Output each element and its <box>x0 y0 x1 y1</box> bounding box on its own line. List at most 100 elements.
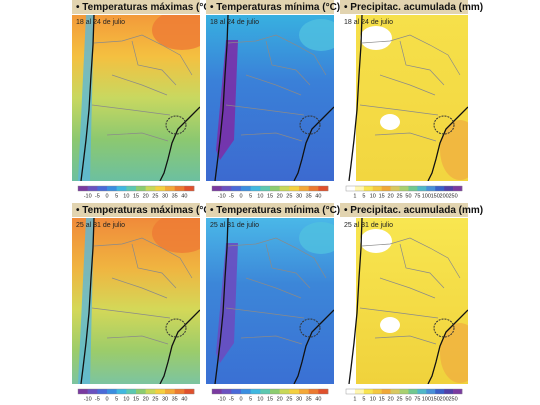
colorbar-segment <box>354 186 365 191</box>
colorbar-segment <box>155 389 166 394</box>
colorbar-label: 20 <box>143 193 149 199</box>
map-panel: • Precipitac. acumulada (mm) 18 al 24 de … <box>340 0 483 199</box>
dry-patch <box>360 26 392 50</box>
colorbar-frame <box>77 388 195 395</box>
colorbar-segment <box>97 186 108 191</box>
colorbar-segment <box>346 389 356 394</box>
map-panel: • Temperaturas mínima (°C) 25 al 31 de ju… <box>206 203 340 402</box>
colorbar-segment <box>417 186 427 191</box>
map-panel: • Temperaturas máximas (°C) 25 al 31 de j… <box>72 203 214 402</box>
outlines <box>348 218 468 384</box>
colorbar-label: 20 <box>143 396 149 402</box>
colorbar-frame <box>345 388 463 395</box>
colorbar-segment <box>390 389 400 394</box>
map-area <box>72 218 200 384</box>
colorbar-segment <box>184 389 195 394</box>
outlines <box>214 15 334 181</box>
colorbar-label: 20 <box>277 193 283 199</box>
borders <box>225 237 327 345</box>
colorbar-label: 10 <box>257 396 263 402</box>
colorbar-segment <box>399 186 409 191</box>
panel-title: • Precipitac. acumulada (mm) <box>344 2 483 13</box>
uruguay <box>299 318 321 338</box>
colorbar-segment <box>250 389 261 394</box>
colorbar-label: -5 <box>95 396 100 402</box>
panel-header <box>72 0 200 14</box>
colorbar-label: 0 <box>239 396 242 402</box>
colorbar-label: 30 <box>162 396 168 402</box>
colorbar-segment <box>78 186 88 191</box>
dry-patch <box>360 229 392 253</box>
outlines <box>80 15 200 181</box>
colorbar-segment <box>136 389 146 394</box>
colorbar-segment <box>165 389 175 394</box>
panel-header <box>340 0 468 14</box>
colorbar-label: 50 <box>405 193 411 199</box>
colorbar-label: 10 <box>123 396 129 402</box>
colorbar-label: 250 <box>448 396 457 402</box>
colorbar-segment <box>289 186 300 191</box>
colorbar-label: -10 <box>218 193 226 199</box>
colorbar-segment <box>372 186 382 191</box>
colorbar-label: 50 <box>405 396 411 402</box>
colorbar-label: 0 <box>105 193 108 199</box>
borders <box>359 237 461 345</box>
uruguay <box>299 115 321 135</box>
colorbar-segment <box>145 186 156 191</box>
colorbar-label: 15 <box>379 396 385 402</box>
colorbar-label: -5 <box>229 396 234 402</box>
colorbar-label: 15 <box>133 396 139 402</box>
colorbar-segment <box>299 389 309 394</box>
map-area <box>206 218 334 384</box>
colorbar-label: 40 <box>181 396 187 402</box>
wet-area <box>440 323 468 383</box>
coast <box>80 218 95 384</box>
panel-date: 25 al 31 de julio <box>76 222 125 229</box>
ocean-white <box>340 218 356 384</box>
map-panel: • Precipitac. acumulada (mm) 25 al 31 de … <box>340 203 483 402</box>
colorbar-label: -5 <box>95 193 100 199</box>
colorbar-segment <box>308 186 319 191</box>
colorbar-segment <box>212 389 222 394</box>
colorbar-label: 30 <box>296 396 302 402</box>
panel-title: • Precipitac. acumulada (mm) <box>344 205 483 216</box>
colorbar-label: 25 <box>152 193 158 199</box>
dry-patch <box>380 317 400 333</box>
colorbar-label: 5 <box>362 396 365 402</box>
coast <box>293 309 334 384</box>
colorbar-segment <box>174 186 185 191</box>
map-area <box>206 15 334 181</box>
colorbar-label: -5 <box>229 193 234 199</box>
mild-area <box>299 19 334 51</box>
colorbar-label: 35 <box>306 193 312 199</box>
colorbar-segment <box>165 186 175 191</box>
outlines <box>348 15 468 181</box>
colorbar-segment <box>289 389 300 394</box>
coast <box>427 309 468 384</box>
colorbar-label: 35 <box>306 396 312 402</box>
colorbar-label: 20 <box>277 396 283 402</box>
colorbar-label: 100 <box>422 193 431 199</box>
panel-title: • Temperaturas mínima (°C) <box>210 2 340 13</box>
colorbar-segment <box>372 389 382 394</box>
colorbar-segment <box>426 389 436 394</box>
colorbar-segment <box>145 389 156 394</box>
colorbar-label: 150 <box>431 193 440 199</box>
colorbar-label: 5 <box>362 193 365 199</box>
colorbar-label: 40 <box>315 193 321 199</box>
colorbar-segment <box>381 186 391 191</box>
coast <box>159 309 200 384</box>
colorbar-label: 100 <box>422 396 431 402</box>
colorbar-segment <box>453 186 463 191</box>
colorbar-label: 10 <box>257 193 263 199</box>
colorbar-label: 15 <box>379 193 385 199</box>
colorbar-label: 0 <box>239 193 242 199</box>
warm-area <box>152 15 200 50</box>
colorbar-segment <box>126 186 137 191</box>
colorbar-segment <box>417 389 427 394</box>
borders <box>91 34 193 142</box>
colorbar-segment <box>260 186 271 191</box>
colorbar-segment <box>435 389 445 394</box>
uruguay <box>433 318 455 338</box>
